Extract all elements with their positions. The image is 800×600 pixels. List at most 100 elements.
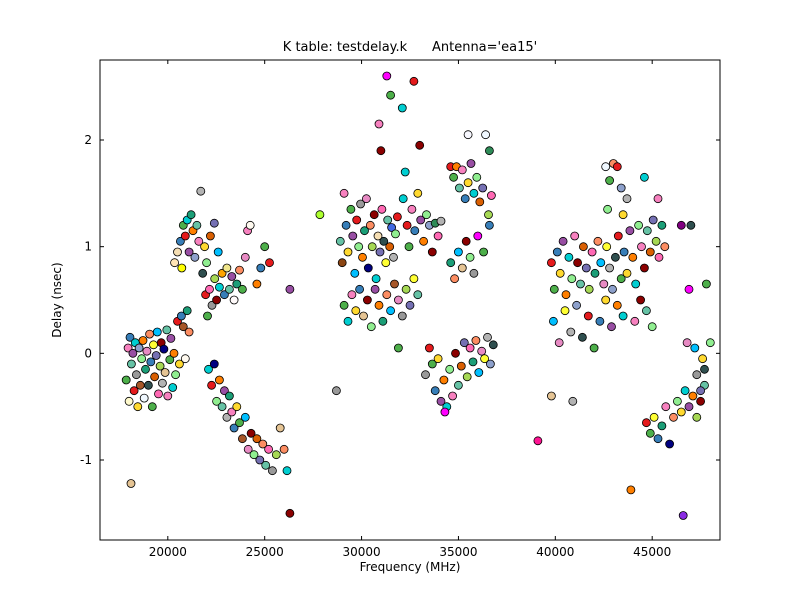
data-point [165,355,175,365]
data-point [451,348,460,358]
data-point [473,231,483,241]
data-point [385,242,395,252]
data-point [378,316,388,326]
data-point [237,284,247,294]
data-point [684,402,694,412]
data-point [453,247,463,257]
y-tick-label: 1 [84,240,92,254]
data-point [642,418,651,428]
data-point [285,284,295,294]
data-point [361,194,371,204]
data-point [169,348,179,358]
data-point [205,231,215,241]
data-point [128,348,138,358]
data-point [209,359,219,369]
data-point [229,423,239,433]
data-point [235,265,244,275]
data-point [547,391,556,401]
data-point [186,210,196,220]
data-point [207,380,217,390]
data-point [676,407,686,417]
data-point [433,354,443,364]
data-point [126,479,136,488]
data-point [370,284,380,294]
data-point [653,434,663,444]
data-point [152,327,162,337]
data-point [622,268,632,278]
data-point [533,436,543,446]
data-point [232,279,242,289]
data-point [246,428,256,438]
data-point [673,396,682,406]
data-point [397,103,407,113]
data-point [484,220,494,230]
data-point [249,450,259,460]
data-point [661,402,671,412]
data-point [271,450,281,460]
data-point [150,372,160,382]
data-point [568,396,578,406]
data-point [177,263,187,273]
data-point [256,263,266,273]
data-point [212,295,222,305]
data-point [602,242,612,252]
data-point [377,204,387,214]
data-point [453,380,463,390]
data-point [631,279,641,289]
data-point [409,76,419,86]
data-point [605,176,614,185]
data-point [173,247,182,257]
data-point [162,325,172,335]
data-point [608,284,617,294]
data-point [356,199,366,209]
data-point [264,444,274,454]
data-point [465,343,475,353]
data-point [374,119,384,129]
data-point [625,226,635,236]
data-point [570,231,580,241]
data-point [587,247,597,257]
data-point [255,455,265,465]
data-point [573,258,582,268]
data-point [552,247,562,257]
data-point [352,215,362,225]
data-point [468,357,478,367]
data-point [139,393,149,403]
data-point [265,258,274,268]
data-point [374,300,384,310]
data-point [196,186,206,196]
data-point [692,370,702,380]
data-point [680,386,690,396]
data-point [315,210,325,220]
data-point [640,263,649,273]
data-point [146,357,156,367]
data-point [350,268,360,278]
data-point [466,159,476,168]
data-point [446,258,456,268]
data-point [634,220,643,230]
data-point [204,364,213,374]
data-point [224,284,234,294]
data-point [387,223,397,232]
data-point [147,402,157,412]
data-point [626,485,636,495]
data-point [645,428,655,438]
data-point [359,311,368,321]
data-point [463,178,473,188]
data-point [484,210,493,220]
data-point [392,212,402,222]
data-point [354,242,364,252]
axes-box [99,59,721,541]
data-point [190,252,200,262]
y-tick-label: -1 [80,453,92,467]
data-point [463,130,473,140]
data-point [379,236,389,246]
data-point [363,263,373,273]
data-point [676,220,686,230]
data-point [209,218,219,228]
data-point [578,332,587,342]
data-point [219,386,229,396]
data-point [549,316,558,326]
x-tick-label: 30000 [342,545,380,559]
data-point [178,322,188,332]
